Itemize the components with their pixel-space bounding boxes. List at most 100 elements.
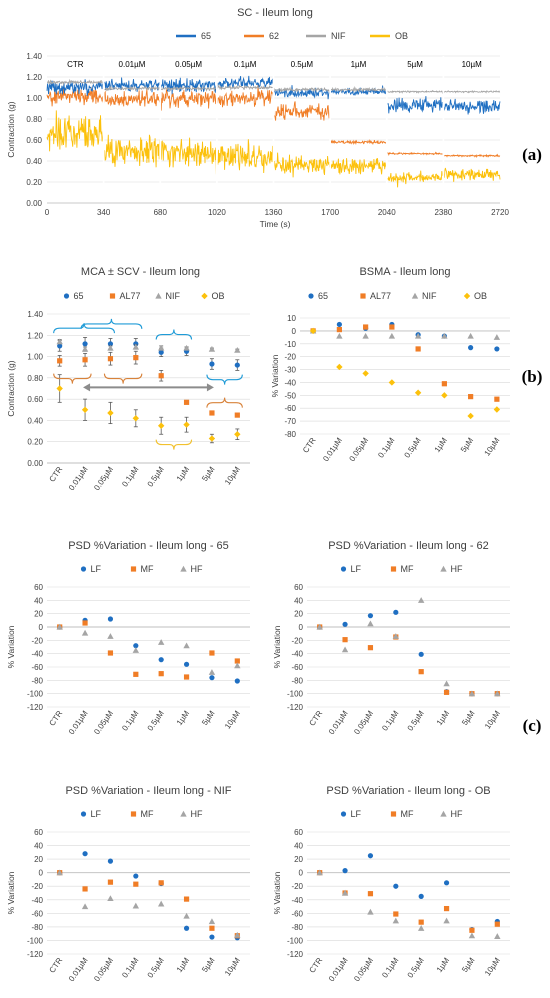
chart-2-ylabel: % Variation bbox=[270, 354, 280, 397]
chart-3-point-MF bbox=[158, 671, 164, 677]
chart-5-ytick: -120 bbox=[27, 950, 44, 959]
chart-3-point-MF bbox=[82, 620, 88, 626]
chart-2-category-label: 5µM bbox=[459, 436, 476, 454]
chart-a-xtick: 2380 bbox=[434, 208, 452, 217]
chart-5-ytick: 60 bbox=[34, 828, 43, 837]
chart-5-legend-marker-LF bbox=[80, 811, 87, 817]
chart-4-point-HF bbox=[468, 690, 476, 697]
chart-2-point-OB bbox=[414, 389, 422, 396]
chart-2-point-AL77 bbox=[336, 327, 342, 333]
chart-2-category-label: 0.1µM bbox=[376, 436, 396, 460]
chart-1-legend-marker-NIF bbox=[155, 292, 162, 299]
chart-6-ytick: 60 bbox=[294, 828, 303, 837]
chart-2-point-65 bbox=[336, 321, 342, 328]
chart-3-ytick: -60 bbox=[31, 663, 43, 672]
chart-1-category-label: 0.1µM bbox=[120, 465, 140, 489]
chart-6-legend-label-LF: LF bbox=[351, 809, 362, 819]
chart-1-category-label: 10µM bbox=[223, 465, 242, 487]
chart-1-point-65 bbox=[107, 341, 114, 347]
chart-1-category-label: CTR bbox=[48, 465, 65, 484]
chart-a-ylabel: Contraction (g) bbox=[6, 101, 16, 157]
chart-5-ytick: 40 bbox=[34, 842, 43, 851]
chart-6-category-label: 5µM bbox=[460, 956, 477, 974]
chart-3-legend-marker-MF bbox=[130, 566, 137, 572]
chart-6-category-label: 0.01µM bbox=[327, 956, 350, 983]
chart-4-category-label: 0.5µM bbox=[406, 709, 426, 733]
chart-6-title: PSD %Variation - Ileum long - OB bbox=[326, 785, 490, 797]
chart-1-point-NIF bbox=[157, 344, 165, 351]
chart-2-legend-label-AL77: AL77 bbox=[370, 291, 391, 301]
chart-4-point-HF bbox=[367, 620, 374, 627]
chart-3-point-LF bbox=[183, 661, 190, 667]
chart-2-point-OB bbox=[441, 392, 448, 399]
chart-2-point-NIF bbox=[362, 332, 369, 339]
chart-5-point-HF bbox=[107, 895, 114, 902]
chart-6-ytick: -120 bbox=[287, 950, 304, 959]
chart-5-category-label: 0.5µM bbox=[146, 956, 166, 980]
chart-3-legend-marker-LF bbox=[80, 566, 87, 572]
chart-1-point-NIF bbox=[132, 343, 140, 350]
chart-6-point-HF bbox=[341, 889, 349, 896]
chart-2-legend-marker-AL77 bbox=[360, 293, 366, 299]
chart-6-legend-marker-LF bbox=[340, 811, 347, 817]
chart-2-point-OB bbox=[467, 412, 474, 420]
chart-3-legend-marker-HF bbox=[180, 565, 187, 572]
chart-3-category-label: 10µM bbox=[223, 709, 242, 731]
chart-4-point-HF bbox=[443, 680, 450, 687]
chart-2-ytick: -20 bbox=[284, 353, 296, 362]
chart-5-point-MF bbox=[158, 880, 164, 886]
chart-2-ytick: -30 bbox=[284, 366, 296, 375]
chart-5-category-label: 0.1µM bbox=[120, 956, 140, 980]
chart-1-point-OB bbox=[132, 415, 140, 422]
chart-6-ytick: -80 bbox=[291, 923, 303, 932]
chart-1-ytick: 1.40 bbox=[27, 310, 43, 319]
chart-5-point-MF bbox=[133, 881, 139, 887]
panel-label-1: (b) bbox=[522, 367, 543, 386]
chart-2-point-NIF bbox=[467, 332, 474, 339]
chart-4-ytick: -60 bbox=[291, 663, 303, 672]
chart-4-legend-marker-LF bbox=[340, 566, 347, 572]
chart-5-ytick: -80 bbox=[31, 923, 43, 932]
chart-6-legend-label-HF: HF bbox=[451, 809, 463, 819]
chart-2-point-OB bbox=[336, 363, 343, 371]
chart-2-ytick: -40 bbox=[284, 378, 296, 387]
chart-1-ytick: 0.00 bbox=[27, 459, 43, 468]
chart-5-ylabel: % Variation bbox=[6, 871, 16, 914]
chart-a-ytick: 0.80 bbox=[26, 115, 42, 124]
chart-4-ytick: 40 bbox=[294, 596, 303, 605]
chart-4-point-HF bbox=[341, 646, 349, 653]
chart-3-legend-label-HF: HF bbox=[191, 564, 203, 574]
chart-1-ytick: 0.20 bbox=[27, 438, 43, 447]
chart-1-annotation-arrowhead bbox=[83, 383, 91, 392]
chart-4-ytick: -20 bbox=[291, 636, 303, 645]
chart-1-ytick: 0.80 bbox=[27, 374, 43, 383]
chart-2-point-OB bbox=[309, 327, 317, 335]
chart-6-point-MF bbox=[469, 927, 475, 933]
chart-6-ytick: -20 bbox=[291, 882, 303, 891]
chart-3-category-label: 0.01µM bbox=[67, 709, 90, 736]
chart-a-segment-label: 1µM bbox=[351, 60, 367, 69]
chart-3-ytick: 40 bbox=[34, 596, 43, 605]
chart-1-point-OB bbox=[183, 421, 190, 428]
chart-5-category-label: CTR bbox=[48, 956, 65, 975]
chart-4-point-MF bbox=[367, 645, 374, 651]
chart-2-point-AL77 bbox=[441, 381, 447, 387]
chart-4-category-label: CTR bbox=[308, 709, 325, 728]
chart-3-point-LF bbox=[209, 675, 215, 681]
chart-4-legend-marker-HF bbox=[440, 565, 447, 572]
chart-6-ytick: -60 bbox=[291, 909, 303, 918]
chart-2-legend-marker-65 bbox=[308, 293, 314, 299]
chart-5-ytick: -60 bbox=[31, 909, 43, 918]
chart-1-point-NIF bbox=[208, 345, 216, 352]
chart-2-ytick: -50 bbox=[284, 391, 296, 400]
chart-4-category-label: 0.01µM bbox=[327, 709, 350, 736]
chart-3-title: PSD %Variation - Ileum long - 65 bbox=[68, 540, 229, 552]
chart-6-category-label: 0.1µM bbox=[380, 956, 400, 980]
chart-5-legend-marker-MF bbox=[130, 811, 137, 817]
chart-2-point-65 bbox=[494, 346, 500, 352]
chart-3-point-MF bbox=[133, 671, 139, 677]
chart-1-point-NIF bbox=[234, 346, 241, 353]
chart-3-point-LF bbox=[133, 643, 139, 649]
chart-5-legend-marker-HF bbox=[180, 810, 187, 817]
chart-2-point-AL77 bbox=[389, 324, 395, 330]
